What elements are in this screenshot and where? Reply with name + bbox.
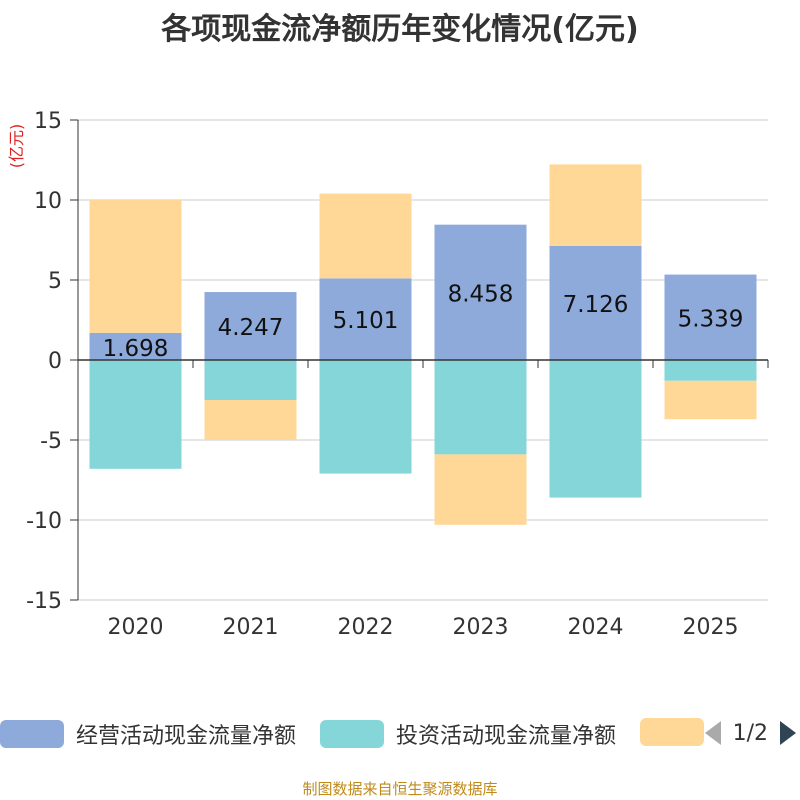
bar-2021-series-3 [204, 400, 297, 440]
data-label-2022: 5.101 [333, 308, 399, 334]
bar-2023-series-1 [434, 224, 527, 360]
y-tick-label: 5 [48, 269, 62, 294]
bar-2024-series-1 [549, 245, 642, 360]
data-label-2025: 5.339 [678, 306, 744, 332]
bar-2025-series-1 [664, 274, 757, 360]
legend-pager: 1/2 [701, 718, 800, 748]
bar-2020-series-3 [89, 200, 182, 333]
x-tick-label: 2020 [108, 615, 164, 640]
y-tick-label: -10 [26, 509, 62, 534]
triangle-right-icon[interactable] [776, 718, 800, 748]
data-source-note: 制图数据来自恒生聚源数据库 [302, 780, 498, 798]
legend-item-investing[interactable]: 投资活动现金流量净额 [320, 718, 616, 750]
y-tick-label: -15 [26, 589, 62, 614]
bar-2020-series-2 [89, 360, 182, 469]
bar-2021-series-2 [204, 360, 297, 400]
bar-2025-series-2 [664, 360, 757, 381]
bar-2023-series-3 [434, 454, 527, 525]
y-tick-label: -5 [40, 429, 62, 454]
legend: 经营活动现金流量净额 投资活动现金流量净额 1/2 [0, 712, 800, 756]
x-tick-label: 2025 [683, 615, 739, 640]
legend-swatch-investing [320, 720, 384, 748]
data-label-2023: 8.458 [448, 281, 514, 307]
x-tick-label: 2024 [568, 615, 624, 640]
legend-label-investing: 投资活动现金流量净额 [396, 724, 617, 749]
bar-chart: 15 10 5 0 -5 -10 -15 (亿元) 1.698 4.247 5.101 8.458 7.… [7, 109, 769, 640]
legend-item-operating[interactable]: 经营活动现金流量净额 [0, 718, 296, 750]
bar-2022-series-2 [319, 360, 412, 474]
bar-2020-series-1 [89, 332, 182, 360]
y-tick-label: 10 [34, 189, 62, 214]
bar-2024-series-3 [549, 164, 642, 246]
data-label-2020: 1.698 [103, 336, 169, 362]
y-tick-label: 15 [34, 109, 62, 134]
bar-2021-series-1 [204, 292, 297, 360]
triangle-left-icon[interactable] [701, 718, 725, 748]
data-label-2021: 4.247 [218, 315, 284, 341]
bar-2022-series-1 [319, 278, 412, 360]
legend-swatch-operating [0, 720, 64, 748]
legend-page-indicator: 1/2 [732, 720, 768, 746]
y-tick-label: 0 [48, 349, 62, 374]
legend-item-financing[interactable] [640, 718, 716, 746]
bar-2024-series-2 [549, 360, 642, 498]
legend-swatch-financing [640, 718, 704, 746]
x-tick-label: 2022 [338, 615, 394, 640]
chart-title: 各项现金流净额历年变化情况(亿元) [161, 12, 639, 47]
y-axis-label: (亿元) [7, 124, 26, 169]
bar-2025-series-3 [664, 380, 757, 420]
x-tick-label: 2023 [453, 615, 509, 640]
bar-2023-series-2 [434, 360, 527, 455]
bar-2022-series-3 [319, 193, 412, 279]
data-label-2024: 7.126 [563, 292, 629, 318]
legend-label-operating: 经营活动现金流量净额 [76, 724, 297, 749]
x-tick-label: 2021 [223, 615, 279, 640]
